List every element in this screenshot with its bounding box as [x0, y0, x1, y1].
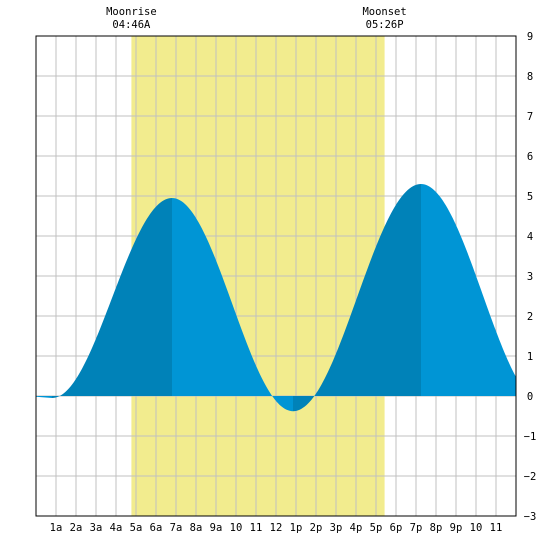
- x-tick-label: 9p: [450, 522, 463, 534]
- y-tick-label: 6: [527, 151, 533, 163]
- y-tick-label: 0: [527, 391, 533, 403]
- y-tick-label: 3: [527, 271, 533, 283]
- tide-area-layer: [36, 184, 516, 412]
- x-tick-label: 8a: [190, 522, 203, 534]
- x-tick-label: 12: [270, 522, 283, 534]
- x-tick-label: 3p: [330, 522, 343, 534]
- y-tick-label: 4: [527, 231, 533, 243]
- x-tick-label: 9a: [210, 522, 223, 534]
- x-tick-label: 7a: [170, 522, 183, 534]
- x-tick-label: 7p: [410, 522, 423, 534]
- x-tick-label: 3a: [90, 522, 103, 534]
- x-tick-label: 5a: [130, 522, 143, 534]
- y-tick-label: 9: [527, 31, 533, 43]
- x-tick-label: 1p: [290, 522, 303, 534]
- tide-rising-area: [293, 184, 421, 412]
- x-tick-label: 4a: [110, 522, 123, 534]
- y-tick-label: 7: [527, 111, 533, 123]
- x-tick-label: 10: [470, 522, 483, 534]
- y-tick-label: −1: [524, 431, 537, 443]
- x-tick-label: 10: [230, 522, 243, 534]
- x-tick-label: 5p: [370, 522, 383, 534]
- x-tick-label: 4p: [350, 522, 363, 534]
- y-tick-label: 1: [527, 351, 533, 363]
- x-tick-label: 2a: [70, 522, 83, 534]
- x-tick-label: 11: [490, 522, 503, 534]
- axis-layer: [35, 35, 517, 517]
- x-tick-label: 11: [250, 522, 263, 534]
- y-tick-label: −2: [524, 471, 537, 483]
- moonrise-time: 04:46A: [112, 19, 151, 31]
- x-tick-label: 6a: [150, 522, 163, 534]
- tide-rising-area: [52, 198, 172, 398]
- tide-falling-area: [421, 184, 516, 396]
- tide-falling-area: [36, 396, 52, 398]
- y-tick-label: 8: [527, 71, 533, 83]
- y-tick-label: −3: [524, 511, 537, 523]
- moonset-label: Moonset: [362, 6, 406, 18]
- moonset-time: 05:26P: [366, 19, 404, 31]
- moonrise-label: Moonrise: [106, 6, 157, 18]
- x-tick-label: 6p: [390, 522, 403, 534]
- tide-falling-area: [172, 198, 293, 412]
- x-tick-label: 1a: [50, 522, 63, 534]
- x-tick-label: 8p: [430, 522, 443, 534]
- x-tick-label: 2p: [310, 522, 323, 534]
- y-tick-label: 2: [527, 311, 533, 323]
- plot-border: [35, 35, 517, 517]
- y-tick-label: 5: [527, 191, 533, 203]
